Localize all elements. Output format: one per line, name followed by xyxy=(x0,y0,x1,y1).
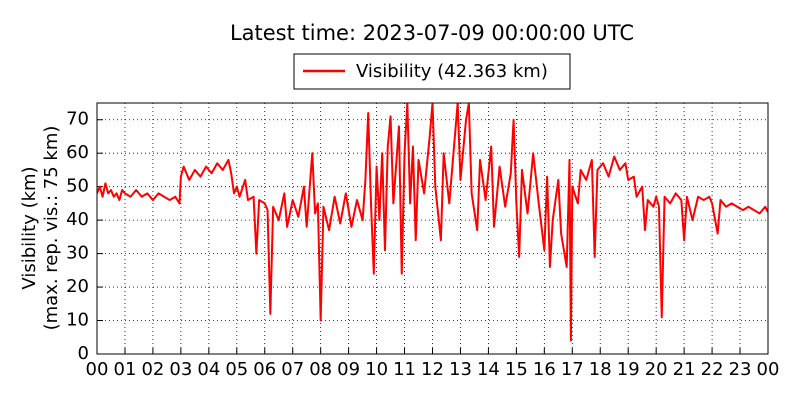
x-tick-label: 13 xyxy=(449,359,472,380)
plot-frame xyxy=(96,102,769,355)
y-tick-label: 10 xyxy=(66,310,89,331)
x-tick-label: 14 xyxy=(477,359,500,380)
x-tick-label: 19 xyxy=(617,359,640,380)
y-tick-label: 20 xyxy=(66,276,89,297)
x-tick-label: 12 xyxy=(421,359,444,380)
y-tick-label: 60 xyxy=(66,142,89,163)
y-tick-label: 30 xyxy=(66,243,89,264)
x-tick-label: 17 xyxy=(561,359,584,380)
x-tick-label: 06 xyxy=(253,359,276,380)
y-tick-label: 40 xyxy=(66,209,89,230)
x-tick-label: 11 xyxy=(393,359,416,380)
x-tick-label: 05 xyxy=(225,359,248,380)
data-line xyxy=(97,103,768,342)
x-tick-label: 03 xyxy=(169,359,192,380)
x-tick-label: 01 xyxy=(114,359,137,380)
x-tick-label: 16 xyxy=(533,359,556,380)
x-tick-label: 23 xyxy=(729,359,752,380)
legend-label: Visibility (42.363 km) xyxy=(356,61,548,82)
y-axis-label: Visibility (km) xyxy=(19,166,40,289)
x-tick-label: 02 xyxy=(141,359,164,380)
x-tick-label: 22 xyxy=(701,359,724,380)
x-tick-label: 00 xyxy=(757,359,780,380)
x-tick-label: 09 xyxy=(337,359,360,380)
x-tick-label: 10 xyxy=(365,359,388,380)
x-tick-label: 15 xyxy=(505,359,528,380)
x-tick-label: 20 xyxy=(645,359,668,380)
x-tick-label: 08 xyxy=(309,359,332,380)
y-tick-label: 70 xyxy=(66,109,89,130)
y-tick-label: 50 xyxy=(66,176,89,197)
x-tick-label: 18 xyxy=(589,359,612,380)
x-tick-label: 07 xyxy=(281,359,304,380)
y-axis-label: (max. rep. vis.: 75 km) xyxy=(41,126,62,331)
x-tick-label: 04 xyxy=(197,359,220,380)
x-tick-label: 00 xyxy=(86,359,109,380)
y-tick-label: 0 xyxy=(78,343,89,364)
chart-title: Latest time: 2023-07-09 00:00:00 UTC xyxy=(230,21,634,45)
x-tick-label: 21 xyxy=(673,359,696,380)
